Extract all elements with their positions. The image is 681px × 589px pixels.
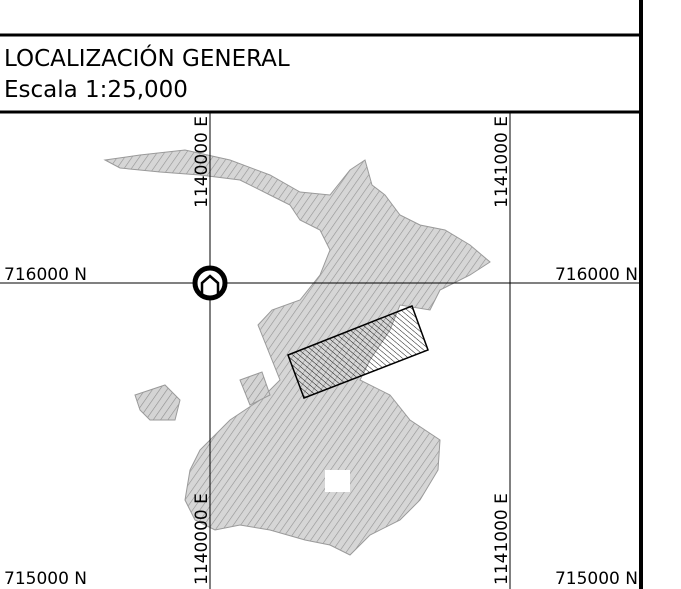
grid-label: 715000 N — [555, 569, 638, 589]
location-marker — [195, 268, 225, 298]
grid-label: 716000 N — [4, 265, 87, 285]
grid-label: 715000 N — [4, 569, 87, 589]
grid-label: 1141000 E — [492, 493, 512, 585]
scale: Escala 1:25,000 — [4, 77, 188, 103]
grid-label: 716000 N — [555, 265, 638, 285]
title: LOCALIZACIÓN GENERAL — [4, 44, 290, 72]
grid-label: 1140000 E — [192, 116, 212, 208]
grid-label: 1140000 E — [192, 493, 212, 585]
clearing — [325, 470, 350, 492]
grid-label: 1141000 E — [492, 116, 512, 208]
location-map: LOCALIZACIÓN GENERAL Escala 1:25,000 716… — [0, 0, 681, 589]
